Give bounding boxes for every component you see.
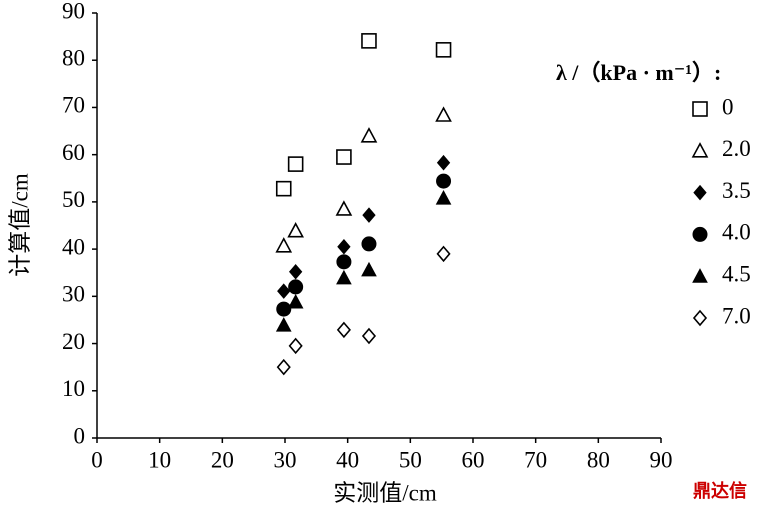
x-tick-label: 90: [650, 447, 673, 472]
point: [436, 245, 451, 263]
point: [276, 301, 292, 317]
y-tick-label: 70: [62, 93, 85, 118]
y-tick-label: 50: [62, 187, 85, 212]
point: [335, 200, 353, 216]
point: [288, 264, 303, 280]
y-tick-label: 90: [62, 0, 85, 23]
x-tick-label: 20: [211, 447, 234, 472]
legend-label: 2.0: [722, 136, 751, 161]
point: [361, 33, 377, 49]
point: [436, 173, 452, 189]
x-axis-label: 实测值/cm: [333, 480, 437, 505]
y-tick-label: 60: [62, 140, 85, 165]
point: [288, 279, 304, 295]
y-axis-label: 计算值/cm: [7, 173, 32, 277]
legend-marker: [692, 268, 708, 283]
point: [435, 190, 452, 205]
y-tick-label: 40: [62, 234, 85, 259]
point: [287, 156, 304, 172]
y-tick-label: 80: [62, 46, 85, 71]
point: [336, 254, 352, 270]
point: [277, 283, 291, 299]
legend-label: 0: [722, 94, 734, 119]
legend-label: 4.0: [722, 220, 751, 245]
legend-label: 4.5: [722, 261, 751, 286]
point: [336, 269, 352, 285]
x-tick-label: 60: [462, 447, 485, 472]
point: [275, 180, 292, 197]
point: [287, 293, 304, 309]
point: [275, 317, 292, 332]
x-tick-label: 40: [336, 447, 359, 472]
y-tick-label: 30: [62, 282, 85, 307]
legend-marker: [692, 226, 708, 242]
x-tick-label: 0: [91, 447, 103, 472]
legend-label: 7.0: [722, 303, 751, 328]
y-tick-label: 20: [62, 329, 85, 354]
watermark: 鼎达信: [693, 480, 747, 501]
legend-marker: [693, 184, 707, 201]
point: [361, 261, 377, 277]
point: [287, 222, 304, 238]
point: [288, 337, 303, 355]
point: [435, 106, 452, 122]
x-tick-label: 30: [274, 447, 297, 472]
point: [336, 149, 352, 165]
point: [436, 154, 451, 171]
legend-marker: [691, 142, 709, 158]
point: [362, 207, 376, 223]
point: [276, 358, 291, 376]
x-tick-label: 50: [399, 447, 422, 472]
point: [361, 236, 377, 252]
legend-marker: [692, 309, 708, 327]
legend-title: λ /（kPa · m⁻¹）:: [556, 60, 721, 85]
point: [336, 321, 351, 339]
x-tick-label: 10: [148, 447, 171, 472]
y-tick-label: 0: [74, 423, 86, 448]
y-tick-label: 10: [62, 376, 85, 401]
legend-marker: [692, 101, 708, 117]
point: [275, 237, 293, 253]
x-tick-label: 80: [587, 447, 610, 472]
point: [361, 327, 377, 345]
point: [360, 127, 378, 143]
x-tick-label: 70: [524, 447, 547, 472]
point: [435, 42, 452, 58]
point: [337, 238, 351, 255]
legend-label: 3.5: [722, 178, 751, 203]
